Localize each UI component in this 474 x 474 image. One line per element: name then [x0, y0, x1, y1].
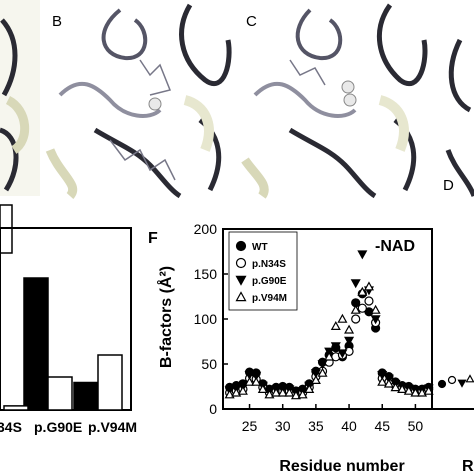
data-point — [410, 387, 421, 397]
bar-category-labels: 34S p.G90E p.V94M — [0, 419, 137, 435]
data-point — [330, 342, 341, 352]
data-point — [465, 374, 474, 383]
structure-panels: B C D — [0, 0, 474, 200]
y-tick-label: 50 — [201, 356, 217, 372]
data-point — [363, 281, 374, 291]
data-point — [447, 375, 457, 385]
data-point — [364, 296, 374, 306]
bar-chart: 34S p.G90E p.V94M — [0, 204, 137, 435]
data-point — [330, 320, 341, 330]
data-point — [310, 374, 321, 384]
data-point — [237, 385, 248, 395]
data-point — [251, 376, 262, 386]
data-point — [370, 304, 381, 314]
data-point — [290, 390, 302, 400]
y-tick-label: 200 — [194, 221, 218, 237]
data-point — [277, 387, 288, 397]
bar-category-label: p.G90E — [34, 419, 82, 435]
data-point — [257, 383, 268, 393]
legend-label: p.G90E — [252, 276, 287, 287]
bar — [97, 354, 123, 411]
panel-label-c: C — [246, 13, 257, 30]
data-point — [284, 387, 295, 397]
panel-label-f: F — [148, 230, 158, 247]
legend-marker — [235, 291, 247, 302]
structure-panel-c: C — [238, 0, 434, 199]
legend-label: p.V94M — [252, 293, 287, 304]
data-point — [357, 303, 367, 313]
structure-panel-d-fragment: D — [436, 0, 474, 197]
annotation-nad: -NAD — [375, 238, 415, 255]
scatter-chart: F B-factors (Å²) Residue number 0 50 100 15… — [148, 221, 474, 474]
data-point — [317, 360, 328, 370]
data-point — [350, 279, 361, 289]
x-tick-label: 25 — [242, 418, 258, 434]
data-point — [423, 385, 434, 395]
legend: WT p.N34S p.G90E p.V94M — [228, 231, 298, 311]
legend-marker — [235, 257, 247, 269]
data-point — [251, 371, 262, 381]
structure-panel-a-fragment — [0, 0, 40, 196]
bar-category-label: p.V94M — [88, 419, 137, 435]
x-tick-label: 45 — [374, 418, 390, 434]
x-axis-title: Residue number — [279, 458, 404, 474]
x-tick-label: 35 — [308, 418, 324, 434]
y-tick-label: 150 — [194, 266, 218, 282]
data-point — [337, 349, 348, 359]
data-point — [244, 371, 255, 381]
data-point — [437, 379, 447, 389]
data-point — [344, 324, 355, 334]
data-point — [324, 351, 335, 361]
legend-label: p.N34S — [252, 259, 286, 270]
bar — [23, 277, 49, 411]
y-tick-label: 100 — [194, 311, 218, 327]
data-point — [304, 383, 315, 393]
legend-marker — [235, 275, 247, 286]
x-tick-label: 40 — [341, 418, 357, 434]
data-point — [351, 314, 361, 324]
data-point — [317, 367, 328, 377]
data-point — [383, 378, 394, 388]
bar — [3, 405, 29, 411]
data-point — [377, 376, 388, 386]
data-point — [310, 369, 321, 379]
data-point — [357, 286, 368, 296]
data-point — [457, 379, 467, 388]
data-point — [357, 250, 368, 260]
y-tick-label: 0 — [209, 401, 217, 417]
data-point — [390, 382, 401, 392]
bar-category-label: 34S — [0, 419, 22, 435]
y-axis-title: B-factors (Å²) — [156, 266, 175, 368]
data-point — [271, 387, 282, 397]
panel-label-b: B — [52, 13, 62, 30]
data-point — [370, 315, 381, 325]
structure-panel-b: B — [44, 0, 234, 200]
data-point — [297, 389, 308, 399]
data-point — [244, 376, 255, 386]
data-point — [403, 385, 414, 395]
right-panel-fragment — [432, 374, 474, 410]
bar — [47, 376, 73, 411]
legend-marker — [235, 240, 247, 252]
x-tick-label: 50 — [408, 418, 424, 434]
data-point — [344, 336, 355, 346]
data-point — [350, 304, 361, 314]
panel-label-d: D — [443, 177, 454, 194]
x-tick-label: 30 — [275, 418, 291, 434]
right-panel-axis-fragment: R — [462, 458, 474, 474]
data-point — [397, 383, 408, 393]
data-point — [337, 313, 348, 323]
bar — [73, 381, 99, 411]
legend-label: WT — [252, 242, 268, 253]
